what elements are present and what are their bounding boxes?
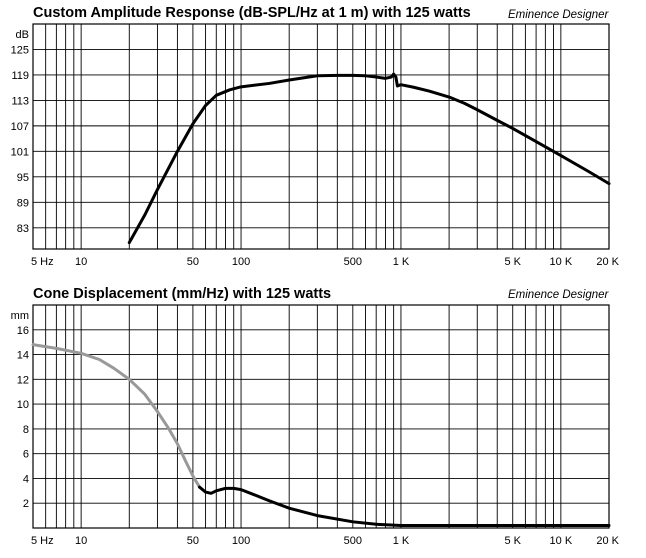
y-tick-label: 2 (23, 498, 29, 510)
x-tick-label: 500 (344, 256, 362, 268)
x-tick-label: 10 K (550, 535, 573, 547)
y-tick-label: 10 (17, 399, 29, 411)
x-tick-label: 1 K (393, 256, 410, 268)
y-tick-label: 16 (17, 325, 29, 337)
chart-title-displacement: Cone Displacement (mm/Hz) with 125 watts (33, 286, 332, 302)
y-tick-label: 119 (11, 70, 29, 82)
x-tick-label: 5 K (504, 535, 521, 547)
y-tick-label: 4 (23, 473, 29, 485)
plot-frame (32, 23, 610, 250)
brand-label-displacement: Eminence Designer (508, 289, 609, 301)
chart-title-amplitude: Custom Amplitude Response (dB-SPL/Hz at … (33, 5, 471, 21)
y-tick-label: 12 (17, 374, 29, 386)
x-tick-label: 10 (75, 256, 87, 268)
y-tick-label: 95 (17, 172, 29, 184)
y-tick-label: 8 (23, 424, 29, 436)
y-unit-label: mm (11, 310, 29, 322)
x-tick-label: 20 K (596, 535, 619, 547)
x-tick-label: 10 K (550, 256, 573, 268)
x-tick-label: 100 (232, 256, 250, 268)
y-tick-label: 6 (23, 449, 29, 461)
x-tick-label: 500 (344, 535, 362, 547)
y-tick-label: 125 (11, 44, 29, 56)
x-tick-label: 5 Hz (31, 256, 54, 268)
x-tick-label: 5 Hz (31, 535, 54, 547)
x-tick-label: 10 (75, 535, 87, 547)
x-tick-label: 100 (232, 535, 250, 547)
x-tick-label: 5 K (504, 256, 521, 268)
series-line-displacement-1 (198, 485, 611, 528)
y-tick-label: 107 (11, 121, 29, 133)
series-line-displacement-0 (31, 343, 202, 489)
x-tick-label: 1 K (393, 535, 410, 547)
x-tick-label: 50 (187, 256, 199, 268)
y-unit-label: dB (16, 29, 29, 41)
y-tick-label: 89 (17, 197, 29, 209)
y-tick-label: 101 (11, 146, 29, 158)
brand-label-amplitude: Eminence Designer (508, 9, 609, 21)
plot-frame (32, 304, 610, 529)
y-tick-label: 113 (11, 95, 29, 107)
y-tick-label: 14 (17, 350, 29, 362)
series-line-amplitude-0 (127, 72, 611, 245)
y-tick-label: 83 (17, 223, 29, 235)
x-tick-label: 20 K (596, 256, 619, 268)
x-tick-label: 50 (187, 535, 199, 547)
